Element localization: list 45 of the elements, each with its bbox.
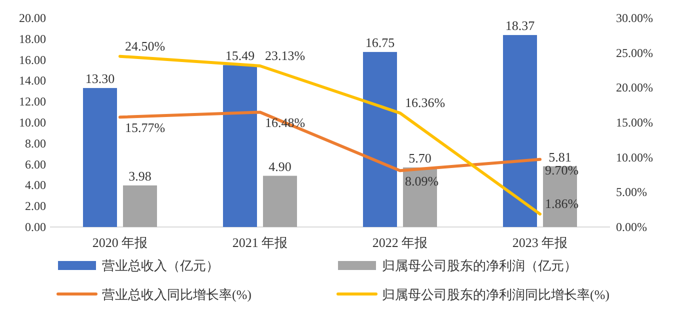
data-label: 15.49: [225, 48, 255, 64]
y-tick-label: 8.00: [25, 136, 46, 150]
data-label: 4.90: [268, 158, 292, 174]
y-tick-label: 16.00: [19, 52, 46, 67]
data-label: 23.13%: [265, 48, 306, 63]
line-series: [118, 110, 542, 172]
data-label: 18.37: [505, 18, 536, 34]
bar: [263, 176, 297, 227]
y2-tick-label: 25.00%: [616, 46, 653, 60]
legend-label: 归属母公司股东的净利润（亿元）: [382, 258, 577, 273]
y2-tick-label: 15.00%: [616, 116, 653, 130]
x-tick-label: 2022 年报: [372, 235, 428, 250]
bar: [223, 65, 257, 227]
legend-label: 营业总收入（亿元）: [102, 258, 219, 273]
data-label: 5.81: [548, 149, 572, 164]
data-label: 5.70: [408, 150, 432, 166]
bar: [363, 52, 397, 227]
x-tick-label: 2023 年报: [512, 235, 568, 250]
data-label: 3.98: [128, 168, 152, 184]
y-tick-label: 12.00: [19, 94, 46, 109]
y-tick-label: 4.00: [25, 178, 46, 192]
y-tick-label: 0.00: [25, 220, 46, 234]
y-tick-label: 18.00: [19, 32, 46, 46]
data-label: 24.50%: [125, 38, 166, 54]
y2-tick-label: 10.00%: [616, 150, 653, 164]
x-tick-label: 2021 年报: [232, 235, 288, 250]
data-label: 16.75: [365, 34, 395, 50]
legend-label: 营业总收入同比增长率(%): [102, 287, 252, 302]
data-label: 15.77%: [125, 120, 166, 136]
y2-tick-label: 0.00%: [616, 220, 647, 234]
y-tick-label: 14.00: [19, 74, 46, 88]
y-tick-label: 6.00: [25, 157, 46, 172]
x-tick-label: 2020 年报: [92, 235, 148, 250]
data-label: 16.36%: [405, 95, 446, 110]
data-label: 13.30: [85, 71, 115, 86]
legend-label: 归属母公司股东的净利润同比增长率(%): [382, 287, 610, 302]
bar: [503, 35, 537, 227]
bar: [83, 88, 117, 227]
y-tick-label: 20.00: [19, 11, 46, 25]
y2-tick-label: 30.00%: [616, 11, 653, 25]
y-tick-label: 10.00: [19, 116, 46, 130]
bar: [123, 185, 157, 227]
y2-tick-label: 5.00%: [616, 185, 647, 200]
y-tick-label: 2.00: [25, 199, 46, 214]
y2-tick-label: 20.00%: [616, 80, 653, 95]
